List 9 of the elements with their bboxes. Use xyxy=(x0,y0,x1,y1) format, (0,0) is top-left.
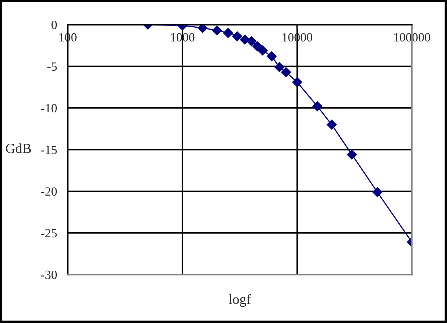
y-tick-label: 0 xyxy=(52,20,58,30)
x-axis-title: logf xyxy=(229,294,252,308)
y-tick-label: -5 xyxy=(48,62,58,71)
y-tick-label: -10 xyxy=(41,104,58,113)
y-axis-title: GdB xyxy=(6,144,32,154)
y-tick-label: -20 xyxy=(41,188,58,196)
y-tick-label: -30 xyxy=(41,270,58,280)
y-tick-label: -25 xyxy=(41,229,58,238)
y-tick-label: -15 xyxy=(41,146,58,154)
